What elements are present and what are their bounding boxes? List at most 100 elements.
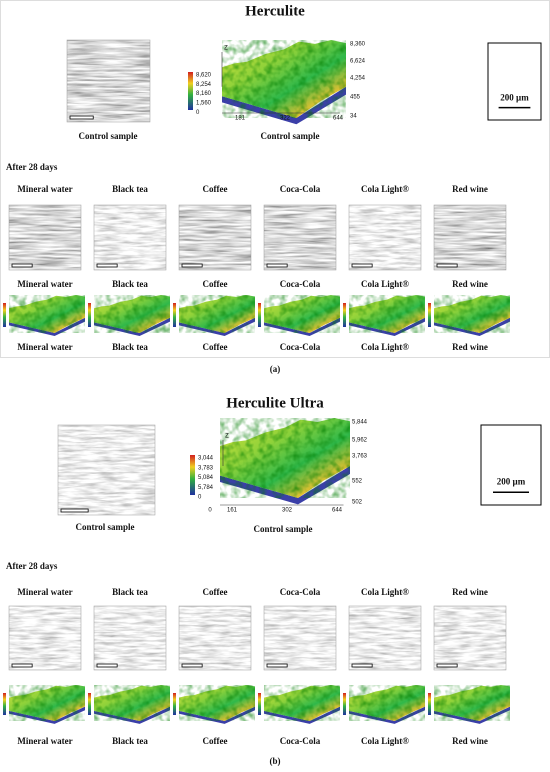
micrograph <box>9 606 81 670</box>
surface-base <box>9 317 85 336</box>
scale-bar <box>266 663 288 668</box>
surface-texture <box>179 295 255 333</box>
scale-box <box>487 42 542 121</box>
micrograph-frame <box>93 605 167 671</box>
surface-caption: Mineral water <box>17 342 72 352</box>
x-axis-label: 161 <box>227 508 238 514</box>
scale-box <box>480 424 542 506</box>
panel-label: (a) <box>270 364 281 374</box>
surface-texture <box>220 418 350 498</box>
micrograph-frame <box>8 605 82 671</box>
surface-texture <box>9 685 85 721</box>
micrograph-frame <box>433 204 507 271</box>
colorbar-label: 1,560 <box>196 101 212 107</box>
x-axis-label: 644 <box>333 116 344 122</box>
mini-colorbar <box>258 303 261 327</box>
surface-caption: Control sample <box>260 131 319 141</box>
micrograph-frame <box>66 39 151 123</box>
surface-texture <box>264 295 340 333</box>
micrograph-frame <box>8 204 82 271</box>
scale-bar <box>266 263 288 268</box>
surface-base <box>220 466 350 505</box>
micrograph-caption: Control sample <box>75 522 134 532</box>
mini-colorbar <box>3 303 6 327</box>
surface-texture <box>222 40 346 118</box>
z-axis-label: 455 <box>350 95 361 101</box>
micrograph <box>434 205 506 270</box>
treatment-label: Black tea <box>112 587 148 597</box>
surface-texture <box>94 295 170 333</box>
micrograph-frame <box>93 204 167 271</box>
colorbar-label: 8,254 <box>196 82 212 88</box>
mini-colorbar <box>173 693 176 715</box>
treatment-label: Coca-Cola <box>280 587 321 597</box>
x-axis-label: 181 <box>235 116 246 122</box>
mini-colorbar <box>343 303 346 327</box>
surface-caption: Control sample <box>253 524 312 534</box>
surface-caption: Coca-Cola <box>280 342 321 352</box>
x-axis-label: 322 <box>280 116 291 122</box>
surface-caption: Cola Light® <box>361 342 409 352</box>
micrograph-caption: Coca-Cola <box>280 279 321 289</box>
surface-caption: Mineral water <box>17 736 72 746</box>
colorbar-label: 3,783 <box>198 465 214 471</box>
mini-colorbar <box>258 693 261 715</box>
z-axis-label: 34 <box>350 114 357 120</box>
colorbar-label: 0 <box>196 110 200 116</box>
micrograph-caption: Cola Light® <box>361 279 409 289</box>
surface-texture <box>9 295 85 333</box>
surface-base <box>349 317 425 336</box>
treatment-label: Cola Light® <box>361 587 409 597</box>
micrograph <box>94 606 166 670</box>
micrograph-frame <box>178 204 252 271</box>
treatment-label: Coffee <box>203 184 228 194</box>
surface-caption: Coffee <box>203 736 228 746</box>
scale-label: 200 µm <box>500 93 529 103</box>
scale-label: 200 µm <box>497 477 526 487</box>
subheading: After 28 days <box>6 561 58 571</box>
micrograph <box>264 606 336 670</box>
z-axis-label: 5,962 <box>352 438 368 444</box>
micrograph <box>349 606 421 670</box>
x-axis-label: 644 <box>332 508 343 514</box>
micrograph-caption: Coffee <box>203 279 228 289</box>
scale-bar <box>181 263 203 268</box>
scale-bar <box>351 663 373 668</box>
z-axis-label: 5,844 <box>352 420 368 426</box>
micrograph-frame <box>348 204 422 271</box>
subheading: After 28 days <box>6 162 58 172</box>
micrograph <box>179 606 251 670</box>
colorbar-label: 3,044 <box>198 456 214 462</box>
colorbar-label: 5,784 <box>198 485 214 491</box>
surface-caption: Red wine <box>452 342 488 352</box>
treatment-label: Red wine <box>452 587 488 597</box>
surface-texture <box>264 685 340 721</box>
surface-base <box>264 706 340 724</box>
surface-texture <box>434 685 510 721</box>
micrograph-frame <box>263 605 337 671</box>
micrograph <box>67 40 150 122</box>
surface-caption: Cola Light® <box>361 736 409 746</box>
colorbar-label: 5,084 <box>198 475 214 481</box>
mini-colorbar <box>428 303 431 327</box>
scale-bar <box>11 663 33 668</box>
colorbar <box>188 72 193 110</box>
surface-base <box>434 317 510 336</box>
mini-colorbar <box>428 693 431 715</box>
surface-base <box>179 317 255 336</box>
colorbar-label: 0 <box>198 495 202 501</box>
micrograph-frame <box>348 605 422 671</box>
scale-bar <box>436 663 458 668</box>
micrograph-caption: Red wine <box>452 279 488 289</box>
scale-bar <box>181 663 203 668</box>
z-axis-label: 502 <box>352 500 363 506</box>
scale-bar <box>436 263 458 268</box>
micrograph <box>9 205 81 270</box>
surface-base <box>222 86 346 125</box>
surface-texture <box>349 295 425 333</box>
scale-bar <box>96 663 118 668</box>
micrograph-frame <box>433 605 507 671</box>
surface-base <box>349 706 425 724</box>
micrograph-frame <box>263 204 337 271</box>
surface-base <box>94 706 170 724</box>
